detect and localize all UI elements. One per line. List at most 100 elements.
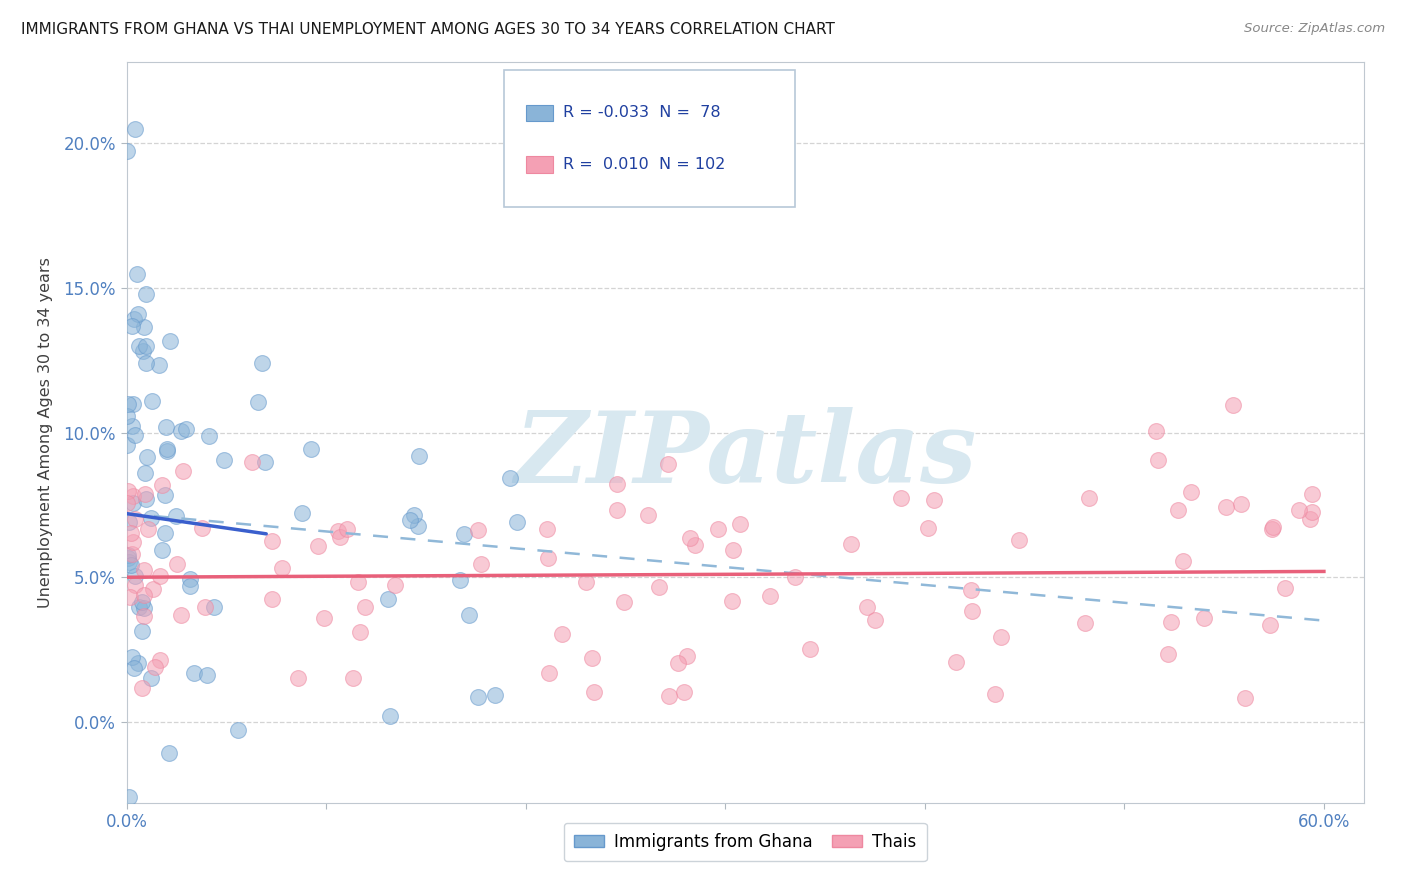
Point	[384, 578, 406, 592]
Point	[606, 476, 628, 491]
Point	[354, 599, 377, 614]
Point	[117, 397, 139, 411]
Y-axis label: Unemployment Among Ages 30 to 34 years: Unemployment Among Ages 30 to 34 years	[38, 257, 52, 608]
Point	[156, 443, 179, 458]
Point	[1073, 616, 1095, 631]
Point	[759, 589, 782, 603]
Point	[246, 395, 269, 409]
Point	[172, 464, 194, 478]
Point	[990, 631, 1012, 645]
Point	[135, 339, 157, 353]
Point	[115, 496, 138, 510]
Point	[945, 655, 967, 669]
Point	[139, 511, 162, 525]
Point	[134, 320, 156, 334]
Point	[658, 689, 681, 703]
Point	[242, 455, 264, 469]
Point	[721, 594, 744, 608]
Point	[1258, 618, 1281, 632]
Point	[1171, 554, 1194, 568]
Point	[960, 582, 983, 597]
Point	[135, 450, 157, 464]
Point	[613, 595, 636, 609]
Point	[135, 356, 157, 370]
Point	[148, 569, 170, 583]
Point	[125, 267, 148, 281]
Point	[262, 533, 284, 548]
Point	[675, 649, 697, 664]
Point	[141, 394, 163, 409]
Point	[467, 690, 489, 704]
Text: ZIPatlas: ZIPatlas	[515, 407, 976, 503]
Point	[156, 442, 179, 456]
Point	[536, 522, 558, 536]
Point	[402, 508, 425, 523]
Point	[149, 653, 172, 667]
Point	[1261, 522, 1284, 536]
Point	[673, 685, 696, 699]
Point	[134, 608, 156, 623]
Point	[124, 578, 146, 592]
Point	[855, 600, 877, 615]
Point	[342, 671, 364, 685]
Point	[1157, 647, 1180, 661]
Point	[132, 563, 155, 577]
Point	[134, 486, 156, 500]
Point	[1180, 485, 1202, 500]
Point	[1261, 520, 1284, 534]
Point	[122, 397, 145, 411]
Point	[159, 334, 181, 349]
Point	[1301, 505, 1323, 519]
Point	[785, 570, 807, 584]
Point	[917, 521, 939, 535]
Point	[120, 859, 142, 873]
Point	[537, 551, 560, 566]
Point	[121, 649, 143, 664]
Point	[728, 516, 751, 531]
Point	[575, 575, 598, 590]
FancyBboxPatch shape	[526, 156, 554, 173]
Point	[174, 422, 197, 436]
Point	[121, 495, 143, 509]
Point	[228, 723, 250, 738]
Point	[1147, 452, 1170, 467]
Point	[121, 489, 143, 503]
Point	[198, 429, 221, 443]
Point	[499, 470, 522, 484]
Point	[863, 613, 886, 627]
Point	[1008, 533, 1031, 548]
Point	[132, 588, 155, 602]
Point	[183, 665, 205, 680]
Point	[120, 590, 142, 604]
Point	[143, 660, 166, 674]
Point	[723, 543, 745, 558]
Point	[166, 508, 188, 523]
Point	[134, 466, 156, 480]
Point	[134, 601, 156, 615]
Point	[449, 574, 471, 588]
Point	[157, 746, 180, 760]
Point	[647, 580, 669, 594]
Point	[582, 684, 605, 698]
Point	[214, 452, 236, 467]
Point	[398, 513, 420, 527]
Point	[326, 524, 349, 538]
Point	[124, 122, 146, 136]
Point	[117, 483, 139, 498]
Point	[131, 624, 153, 638]
Point	[155, 420, 177, 434]
Point	[142, 582, 165, 596]
Point	[250, 356, 273, 370]
Point	[191, 521, 214, 535]
Point	[637, 508, 659, 523]
Point	[253, 455, 276, 469]
Point	[984, 688, 1007, 702]
Point	[118, 555, 141, 569]
Point	[1301, 487, 1323, 501]
Point	[1299, 512, 1322, 526]
Text: IMMIGRANTS FROM GHANA VS THAI UNEMPLOYMENT AMONG AGES 30 TO 34 YEARS CORRELATION: IMMIGRANTS FROM GHANA VS THAI UNEMPLOYME…	[21, 22, 835, 37]
Legend: Immigrants from Ghana, Thais: Immigrants from Ghana, Thais	[564, 823, 927, 861]
Point	[406, 519, 429, 533]
Point	[122, 312, 145, 326]
Point	[1167, 503, 1189, 517]
